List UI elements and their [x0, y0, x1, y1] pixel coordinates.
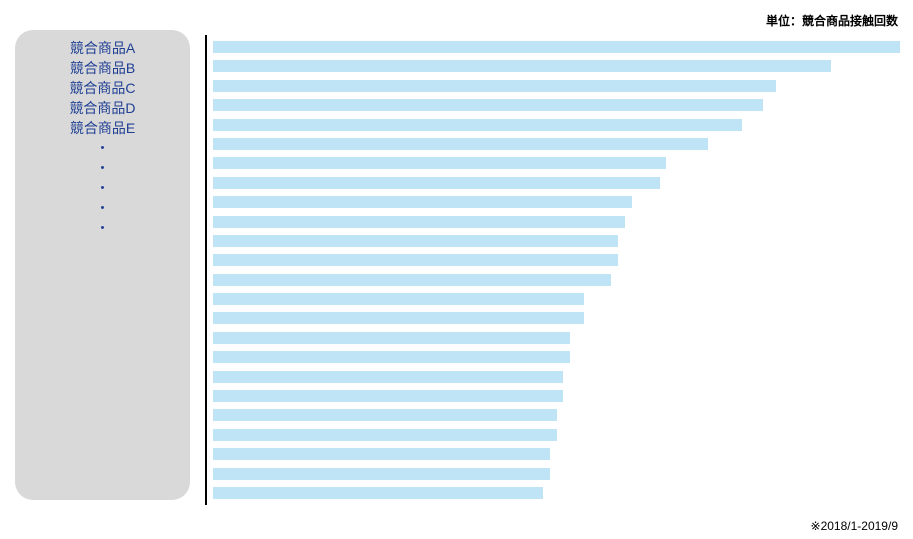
bar	[213, 216, 625, 228]
category-label: 競合商品A	[15, 38, 190, 58]
category-label: 競合商品B	[15, 58, 190, 78]
bar	[213, 332, 570, 344]
bar	[213, 177, 660, 189]
bar	[213, 351, 570, 363]
ellipsis-dot: ・	[15, 178, 190, 198]
bar	[213, 99, 763, 111]
bar	[213, 468, 550, 480]
ellipsis-dot: ・	[15, 218, 190, 238]
bar	[213, 80, 776, 92]
category-label: 競合商品D	[15, 98, 190, 118]
bars-group	[213, 41, 900, 499]
bar	[213, 196, 632, 208]
bar	[213, 157, 666, 169]
category-label: 競合商品E	[15, 118, 190, 138]
bar	[213, 235, 618, 247]
category-label: 競合商品C	[15, 78, 190, 98]
ellipsis-dot: ・	[15, 198, 190, 218]
bar	[213, 371, 563, 383]
chart-container: 単位：競合商品接触回数 競合商品A競合商品B競合商品C競合商品D競合商品E・・・…	[0, 0, 913, 539]
bar-chart	[205, 35, 900, 505]
bar	[213, 448, 550, 460]
ellipsis-dot: ・	[15, 138, 190, 158]
category-label-box: 競合商品A競合商品B競合商品C競合商品D競合商品E・・・・・	[15, 30, 190, 500]
bar	[213, 60, 831, 72]
date-range-footnote: ※2018/1-2019/9	[811, 519, 898, 533]
ellipsis-dot: ・	[15, 158, 190, 178]
bar	[213, 138, 708, 150]
bar	[213, 254, 618, 266]
bar	[213, 429, 557, 441]
bar	[213, 274, 611, 286]
bar	[213, 119, 742, 131]
bar	[213, 390, 563, 402]
bar	[213, 312, 584, 324]
unit-label: 単位：競合商品接触回数	[766, 12, 898, 29]
bar	[213, 293, 584, 305]
bar	[213, 41, 900, 53]
bar	[213, 487, 543, 499]
y-axis-line	[205, 35, 207, 505]
bar	[213, 409, 557, 421]
